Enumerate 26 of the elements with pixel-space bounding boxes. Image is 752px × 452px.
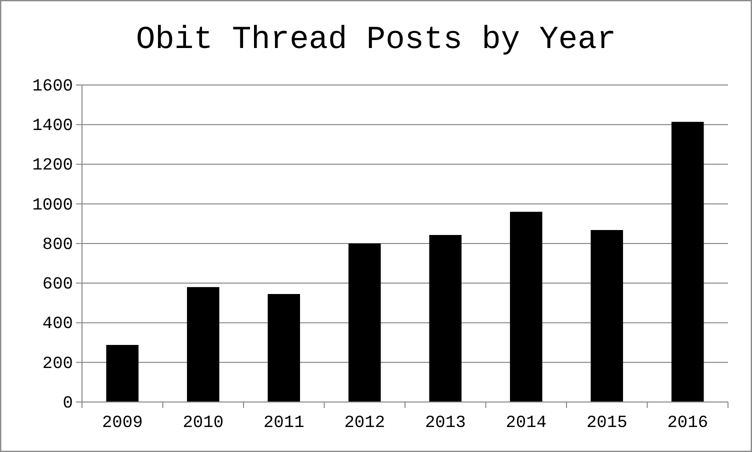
bar: [106, 344, 139, 402]
bar: [590, 230, 624, 402]
bar: [510, 212, 542, 402]
y-tick-label: 1000: [32, 196, 73, 216]
x-tick-label: 2012: [344, 414, 386, 434]
bar: [268, 294, 300, 402]
y-tick-label: 1400: [32, 117, 73, 136]
bar: [429, 234, 462, 402]
x-tick-label: 2009: [102, 414, 143, 434]
x-tick-label: 2016: [667, 414, 708, 434]
y-tick-label: 600: [42, 276, 73, 295]
y-tick-label: 0: [62, 394, 73, 414]
y-tick-label: 800: [42, 236, 73, 255]
y-tick-label: 1200: [32, 156, 73, 176]
y-tick-label: 1600: [32, 77, 73, 96]
x-tick-label: 2013: [424, 414, 466, 434]
x-tick-label: 2010: [182, 414, 224, 434]
bar: [186, 287, 220, 402]
x-tick-label: 2014: [506, 414, 547, 434]
bar: [348, 244, 381, 402]
x-tick-label: 2011: [263, 414, 304, 434]
bar: [671, 122, 704, 402]
chart-title: Obit Thread Posts by Year: [136, 21, 616, 58]
x-tick-label: 2015: [586, 414, 628, 434]
y-tick-label: 400: [42, 315, 73, 334]
y-tick-label: 200: [42, 354, 73, 374]
